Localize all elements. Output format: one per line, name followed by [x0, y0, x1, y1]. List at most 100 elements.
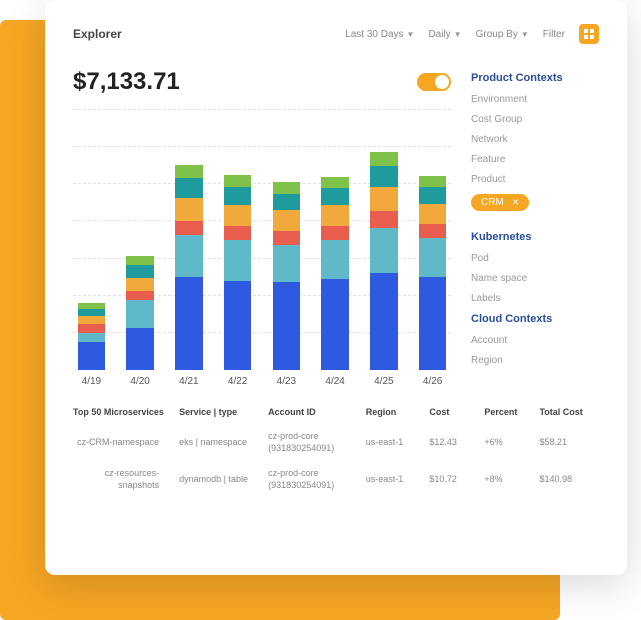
bar-segment [370, 273, 398, 371]
bar-segment [126, 265, 154, 278]
table-cell: $12.43 [429, 437, 480, 449]
bar-segment [126, 300, 154, 328]
kubernetes-item[interactable]: Pod [471, 253, 599, 264]
bar-segment [78, 316, 106, 323]
table-cell: $58.21 [539, 437, 599, 449]
table-row[interactable]: cz-resources-snapshotsdynamodb | tablecz… [73, 468, 599, 491]
table-cell: cz-prod-core (931830254091) [268, 468, 362, 491]
bar-segment [126, 256, 154, 265]
bar-col [171, 165, 208, 370]
bar-stack[interactable] [370, 152, 398, 370]
bar-segment [273, 194, 301, 211]
bar-segment [273, 282, 301, 370]
bar-segment [224, 226, 252, 240]
bar-segment [224, 240, 252, 281]
table-cell: +8% [484, 474, 535, 486]
bar-segment [126, 328, 154, 370]
groupby-label: Group By [476, 29, 518, 40]
x-axis-label: 4/24 [317, 376, 354, 387]
cloud-context-item[interactable]: Account [471, 335, 599, 346]
groupby-dropdown[interactable]: Group By ▼ [476, 29, 529, 40]
product-context-item[interactable]: Cost Group [471, 114, 599, 125]
bar-col [268, 182, 305, 370]
bar-segment [419, 204, 447, 224]
bar-stack[interactable] [126, 256, 154, 370]
product-contexts-title: Product Contexts [471, 72, 599, 84]
bar-segment [419, 176, 447, 187]
interval-dropdown[interactable]: Daily ▼ [428, 29, 461, 40]
bar-col [317, 177, 354, 370]
chevron-down-icon: ▼ [454, 30, 462, 39]
bar-segment [224, 187, 252, 205]
bar-segment [78, 342, 106, 370]
table-header: Total Cost [539, 407, 599, 417]
bar-stack[interactable] [273, 182, 301, 370]
bar-segment [419, 187, 447, 204]
kubernetes-item[interactable]: Labels [471, 293, 599, 304]
cloud-context-item[interactable]: Region [471, 355, 599, 366]
bar-segment [370, 152, 398, 166]
bar-stack[interactable] [78, 303, 106, 370]
bar-segment [126, 278, 154, 291]
bar-segment [419, 277, 447, 370]
bar-segment [224, 205, 252, 226]
kubernetes-item[interactable]: Name space [471, 273, 599, 284]
chart-toggle[interactable] [417, 73, 451, 91]
bar-segment [273, 231, 301, 245]
table-cell: us-east-1 [366, 474, 426, 486]
bar-segment [321, 205, 349, 226]
date-range-label: Last 30 Days [345, 29, 403, 40]
x-axis-label: 4/26 [414, 376, 451, 387]
x-axis-label: 4/25 [366, 376, 403, 387]
bar-segment [175, 221, 203, 236]
bar-segment [321, 279, 349, 370]
bar-segment [273, 245, 301, 282]
grid-view-icon[interactable] [579, 24, 599, 44]
x-axis-label: 4/21 [171, 376, 208, 387]
table-header: Top 50 Microservices [73, 407, 175, 417]
table-row[interactable]: cz-CRM-namespaceeks | namespacecz-prod-c… [73, 431, 599, 454]
filter-chip-crm[interactable]: CRM ✕ [471, 194, 529, 211]
product-context-item[interactable]: Product [471, 174, 599, 185]
x-axis-label: 4/20 [122, 376, 159, 387]
page-title: Explorer [73, 27, 122, 41]
close-icon[interactable]: ✕ [512, 197, 520, 208]
bar-stack[interactable] [419, 176, 447, 370]
bar-segment [321, 240, 349, 279]
table-cell: $10.72 [429, 474, 480, 486]
bar-segment [370, 228, 398, 273]
total-cost: $7,133.71 [73, 68, 180, 96]
bar-col [366, 152, 403, 370]
table-cell: dynamodb | table [179, 474, 264, 486]
table-cell: us-east-1 [366, 437, 426, 449]
bar-segment [370, 187, 398, 211]
filter-button[interactable]: Filter [543, 29, 565, 40]
bar-segment [321, 188, 349, 205]
table-cell: $140.98 [539, 474, 599, 486]
product-context-item[interactable]: Feature [471, 154, 599, 165]
interval-label: Daily [428, 29, 450, 40]
bar-segment [78, 309, 106, 316]
bar-col [219, 175, 256, 370]
bar-segment [175, 165, 203, 178]
bar-stack[interactable] [321, 177, 349, 370]
date-range-dropdown[interactable]: Last 30 Days ▼ [345, 29, 414, 40]
bar-segment [321, 226, 349, 240]
bar-segment [126, 291, 154, 300]
bar-segment [224, 175, 252, 187]
bar-segment [370, 166, 398, 187]
bar-segment [370, 211, 398, 228]
product-context-item[interactable]: Network [471, 134, 599, 145]
bar-segment [175, 277, 203, 370]
bar-segment [175, 235, 203, 277]
bar-segment [78, 324, 106, 333]
table-cell: eks | namespace [179, 437, 264, 449]
bar-stack[interactable] [224, 175, 252, 370]
bar-stack[interactable] [175, 165, 203, 370]
bar-segment [273, 210, 301, 230]
product-context-item[interactable]: Environment [471, 94, 599, 105]
microservices-table: Top 50 MicroservicesService | typeAccoun… [73, 407, 599, 492]
table-cell: cz-prod-core (931830254091) [268, 431, 362, 454]
table-header: Service | type [179, 407, 264, 417]
table-header: Cost [429, 407, 480, 417]
